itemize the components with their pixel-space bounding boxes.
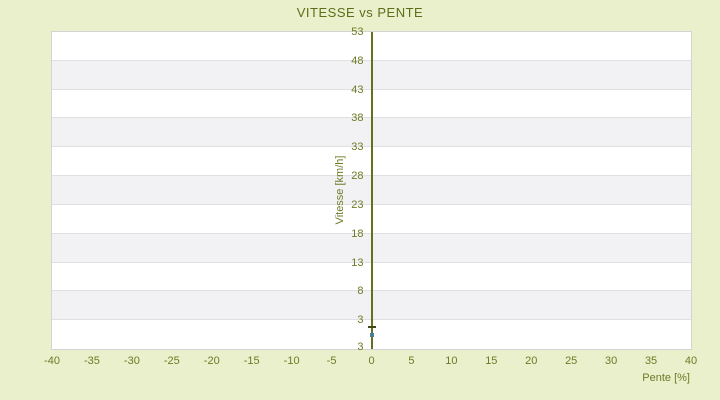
x-tick-label: 30: [605, 355, 618, 367]
x-tick-label: 20: [525, 355, 538, 367]
x-tick-label: -15: [243, 355, 260, 367]
y-tick-label: 28: [351, 170, 364, 183]
y-tick-label: 13: [351, 256, 364, 269]
y-tick-label: 53: [351, 26, 364, 38]
y-tick-label: 3: [357, 314, 364, 327]
data-point-square: [369, 332, 374, 337]
x-tick-label: 5: [408, 355, 415, 367]
x-tick-label: -25: [163, 355, 180, 367]
x-tick-label: 25: [565, 355, 578, 367]
x-tick-label: -40: [44, 355, 60, 367]
x-tick-label: -10: [283, 355, 300, 367]
chart-title: VITESSE vs PENTE: [296, 5, 424, 20]
x-tick-label: -35: [83, 355, 100, 367]
x-tick-label: -30: [123, 355, 140, 367]
y-axis-bottom-edge-label: 3: [357, 341, 364, 353]
y-tick-label: 8: [357, 285, 364, 298]
x-axis-title: Pente [%]: [642, 372, 690, 384]
y-tick-label: 18: [351, 227, 364, 240]
y-tick-label: 33: [351, 141, 364, 154]
x-tick-label: 15: [485, 355, 498, 367]
y-tick-label: 43: [351, 83, 364, 96]
y-tick-label: 23: [351, 198, 364, 211]
data-point-dash: [367, 326, 376, 329]
y-tick-label: 38: [351, 112, 364, 125]
y-axis-title: Vitesse [km/h]: [333, 155, 346, 224]
x-tick-label: -5: [326, 355, 337, 367]
x-tick-label: 0: [368, 355, 375, 367]
x-tick-label: -20: [203, 355, 220, 367]
plot-area: 53 48 43 38 33 28 23 18 13 8 3 3 -40 -35 -30 -25 -20 -15-…: [44, 26, 697, 367]
y-tick-label: 48: [351, 54, 364, 67]
x-tick-label: 35: [644, 355, 658, 367]
x-tick-label: 40: [684, 355, 698, 367]
x-tick-label: 10: [445, 355, 458, 367]
y-axis-line: [370, 32, 373, 349]
